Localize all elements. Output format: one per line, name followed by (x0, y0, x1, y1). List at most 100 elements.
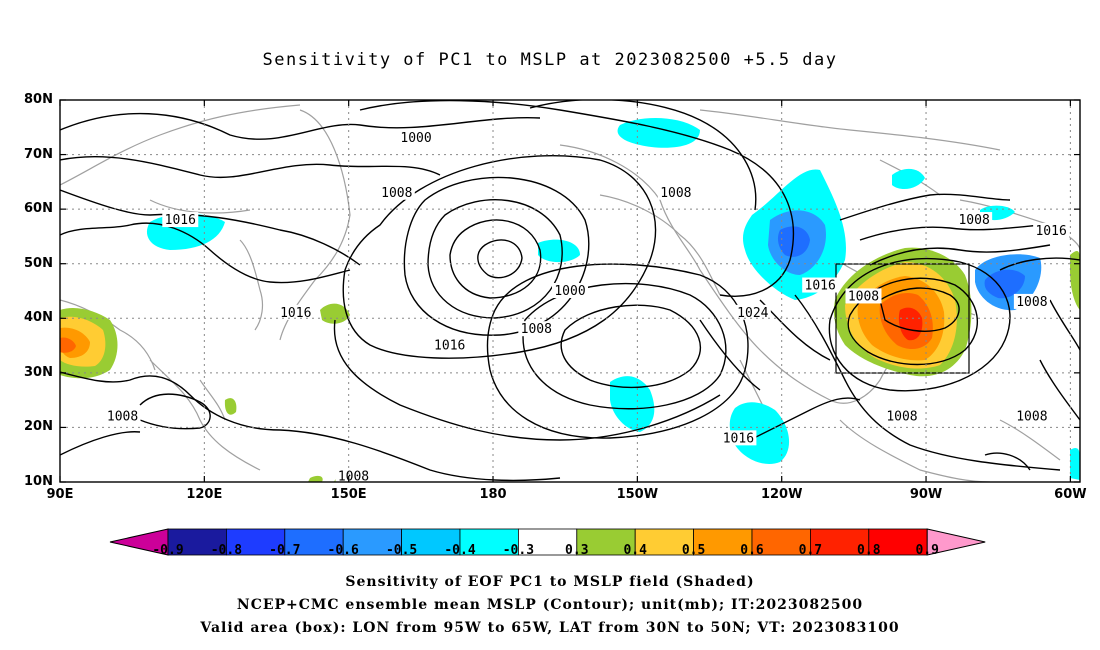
y-tick-label: 50N (24, 255, 53, 271)
contour-label: 1000 (552, 283, 588, 299)
contour-label-text: 1016 (434, 339, 465, 354)
y-tick-label: 30N (24, 364, 53, 380)
contour-label-bg (1013, 408, 1050, 424)
contour-label-bg (720, 430, 757, 446)
contour-label-text: 1008 (660, 186, 691, 201)
contour-label-bg (802, 277, 839, 293)
contour-label-bg (431, 337, 468, 353)
contour-label-bg (1013, 293, 1050, 309)
contour-label: 1008 (845, 288, 882, 304)
contour-label-text: 1016 (1035, 224, 1066, 239)
contour-label-bg (956, 212, 993, 228)
y-tick-label: 60N (24, 201, 53, 217)
chart-title: Sensitivity of PC1 to MSLP at 2023082500… (262, 50, 838, 70)
contour-label-bg (845, 288, 882, 304)
x-tick-label: 150E (330, 487, 367, 502)
colorbar-label: -0.9 (152, 543, 184, 558)
contour-label-text: 1008 (1016, 410, 1047, 425)
x-tick-label: 90E (46, 487, 74, 502)
contour-label: 1016 (802, 277, 839, 294)
colorbar-swatch (459, 528, 519, 556)
contour-label-bg (734, 304, 771, 320)
contour-label: 1008 (335, 468, 372, 485)
contour-label-bg (398, 130, 435, 146)
caption-line-3: Valid area (box): LON from 95W to 65W, L… (200, 620, 900, 636)
colorbar-label: -0.4 (444, 543, 476, 558)
contour-label: 1008 (883, 408, 920, 425)
contour-label-text: 1024 (737, 306, 768, 321)
x-tick-label: 90W (909, 487, 943, 502)
caption-line-2: NCEP+CMC ensemble mean MSLP (Contour); u… (236, 597, 864, 613)
colorbar-swatch (693, 528, 753, 556)
colorbar-label: 0.5 (681, 543, 706, 558)
contour-label-text: 1008 (886, 410, 917, 425)
contour-label-text: 1000 (400, 131, 431, 146)
contour-label-bg (883, 408, 920, 424)
map-frame (59, 99, 1081, 483)
contour-label-bg (1033, 222, 1070, 238)
contour-label-text: 1000 (554, 284, 585, 299)
y-tick-label: 40N (24, 310, 53, 326)
contour-label-bg (378, 184, 415, 200)
contour-label: 1016 (431, 337, 468, 354)
colorbar (109, 528, 986, 556)
colorbar-high-arrow (926, 528, 986, 556)
contour-label-text: 1016 (280, 306, 311, 321)
x-tick-label: 150W (616, 487, 659, 502)
y-tick-label: 10N (24, 474, 53, 489)
contour-label: 1000 (398, 130, 435, 146)
contour-label-text: 1016 (723, 431, 754, 446)
x-tick-label: 180 (479, 487, 507, 502)
colorbar-label: -0.6 (327, 543, 359, 558)
colorbar-label: 0.4 (623, 543, 647, 558)
caption-line-1: Sensitivity of EOF PC1 to MSLP field (Sh… (345, 574, 755, 590)
contour-label-text: 1008 (521, 322, 552, 337)
contour-label: 1024 (734, 304, 771, 321)
colorbar-swatch (518, 528, 578, 556)
sensitivity-shading (60, 118, 1080, 482)
colorbar-label: -0.3 (502, 543, 535, 558)
colorbar-label: -0.8 (210, 543, 243, 558)
contour-label-text: 1008 (381, 186, 412, 201)
contour-label: 1008 (956, 212, 993, 228)
contour-label-bg (162, 212, 199, 228)
contour-label-bg (277, 304, 314, 320)
contour-label-text: 1016 (805, 279, 836, 294)
colorbar-swatch (751, 528, 811, 556)
y-tick-label: 70N (24, 146, 53, 162)
contour-label-bg (518, 321, 555, 337)
contour-label-bg (335, 468, 372, 482)
colorbar-label: 0.6 (740, 543, 764, 558)
colorbar-swatch (868, 528, 928, 556)
x-tick-label: 120E (186, 487, 223, 502)
contour-label-text: 1008 (107, 410, 138, 425)
y-tick-label: 80N (24, 92, 53, 107)
contour-label-text: 1008 (958, 213, 989, 228)
contour-label-text: 1008 (848, 289, 879, 304)
contour-label-bg (657, 184, 694, 200)
contour-label: 1008 (1013, 293, 1050, 310)
contour-label: 1016 (1033, 222, 1070, 239)
colorbar-label: 0.7 (798, 543, 823, 558)
contour-label: 1008 (378, 184, 415, 201)
x-tick-label: 120W (760, 487, 803, 502)
contour-label-bg (104, 408, 141, 424)
colorbar-label: -0.5 (385, 543, 418, 558)
colorbar-swatch (342, 528, 403, 556)
contour-label: 1008 (518, 321, 555, 337)
contour-label-text: 1016 (165, 213, 196, 228)
y-tick-label: 20N (24, 419, 53, 435)
contour-labels: 1000 1008 1008 1016 1016 1000 1008 1016 1024 1016… (104, 130, 1070, 485)
contour-label: 1016 (162, 212, 199, 228)
colorbar-label: 0.9 (915, 543, 939, 558)
contour-label-text: 1008 (1016, 295, 1047, 310)
contour-label: 1016 (720, 430, 757, 446)
axis-ticks (59, 99, 1080, 483)
colorbar-swatch (167, 528, 227, 556)
colorbar-label: 0.8 (857, 543, 881, 558)
contour-label: 1016 (277, 304, 314, 321)
contour-label: 1008 (657, 184, 694, 201)
colorbar-swatch (576, 528, 636, 556)
contour-label-text: 1008 (338, 470, 369, 485)
